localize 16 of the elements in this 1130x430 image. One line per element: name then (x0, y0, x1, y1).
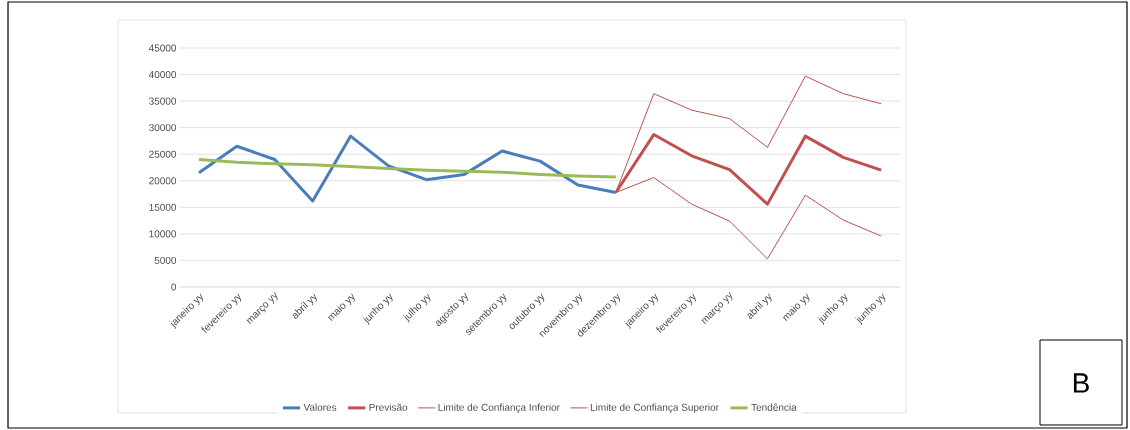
y-tick-label: 0 (171, 283, 177, 291)
y-tick-label: 45000 (148, 44, 177, 52)
y-tick-label: 40000 (148, 71, 177, 79)
legend-label: Valores (303, 403, 337, 411)
legend-label: Tendência (751, 403, 797, 411)
legend-label: Limite de Confiança Superior (590, 403, 719, 413)
y-tick-label: 30000 (149, 124, 177, 132)
y-tick-label: 35000 (149, 97, 177, 105)
legend-label: Limite de Confiança Inferior (438, 403, 560, 413)
legend-label: Previsão (369, 403, 408, 411)
y-tick-label: 10000 (149, 230, 177, 238)
y-tick-label: 15000 (149, 203, 177, 211)
y-tick-label: 20000 (149, 177, 177, 185)
y-tick-label: 5000 (154, 256, 177, 264)
y-tick-label: 25000 (149, 150, 177, 158)
text: B (1073, 373, 1089, 393)
